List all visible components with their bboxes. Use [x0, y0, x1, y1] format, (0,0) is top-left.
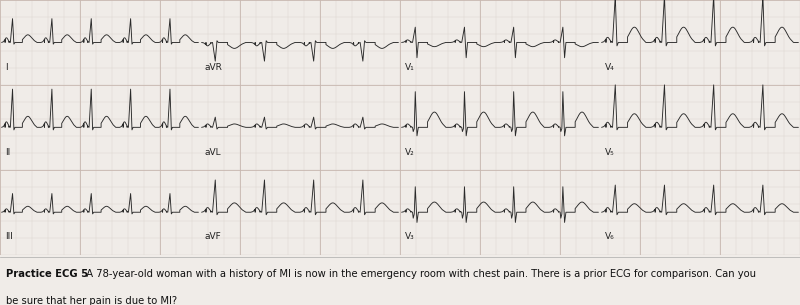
Text: V₁: V₁ [405, 63, 414, 72]
Text: A 78-year-old woman with a history of MI is now in the emergency room with chest: A 78-year-old woman with a history of MI… [80, 269, 756, 279]
Text: II: II [5, 148, 10, 156]
Text: aVL: aVL [205, 148, 222, 156]
Text: aVR: aVR [205, 63, 222, 72]
Text: V₅: V₅ [605, 148, 614, 156]
Text: V₄: V₄ [605, 63, 614, 72]
Text: V₃: V₃ [405, 232, 414, 241]
Text: I: I [5, 63, 7, 72]
Text: V₆: V₆ [605, 232, 614, 241]
Text: III: III [5, 232, 13, 241]
Text: Practice ECG 5: Practice ECG 5 [6, 269, 89, 279]
Text: V₂: V₂ [405, 148, 414, 156]
Text: aVF: aVF [205, 232, 222, 241]
Text: be sure that her pain is due to MI?: be sure that her pain is due to MI? [6, 296, 178, 305]
